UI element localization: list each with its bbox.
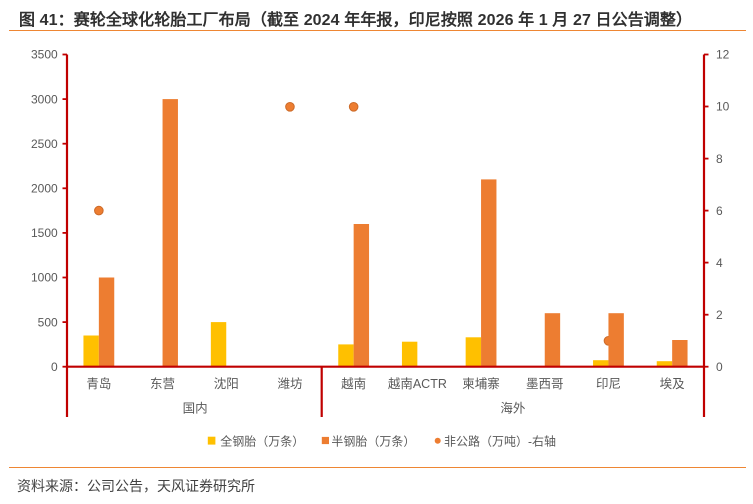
svg-text:埃及: 埃及: [660, 377, 686, 391]
svg-text:8: 8: [716, 152, 723, 166]
svg-text:印尼: 印尼: [596, 377, 621, 391]
svg-text:青岛: 青岛: [86, 376, 111, 391]
svg-text:墨西哥: 墨西哥: [526, 377, 564, 391]
svg-text:3500: 3500: [31, 48, 58, 62]
svg-text:4: 4: [716, 256, 723, 270]
svg-text:非公路（万吨）-右轴: 非公路（万吨）-右轴: [444, 433, 556, 448]
svg-text:3000: 3000: [31, 92, 58, 106]
svg-text:海外: 海外: [500, 400, 526, 415]
svg-text:0: 0: [51, 360, 58, 374]
svg-text:柬埔寨: 柬埔寨: [462, 376, 500, 391]
svg-text:越南: 越南: [341, 376, 366, 391]
svg-text:2000: 2000: [31, 182, 58, 196]
svg-text:东营: 东营: [150, 377, 175, 391]
svg-text:12: 12: [716, 48, 730, 62]
svg-text:潍坊: 潍坊: [277, 376, 302, 391]
svg-text:全钢胎（万条）: 全钢胎（万条）: [220, 433, 304, 448]
svg-text:1000: 1000: [31, 271, 58, 285]
svg-text:2500: 2500: [31, 137, 58, 151]
svg-text:0: 0: [716, 360, 723, 374]
svg-text:1500: 1500: [31, 226, 58, 240]
svg-text:10: 10: [716, 100, 730, 114]
svg-text:6: 6: [716, 204, 723, 218]
svg-text:沈阳: 沈阳: [214, 376, 239, 391]
svg-text:国内: 国内: [183, 401, 208, 415]
svg-text:2: 2: [716, 308, 723, 322]
svg-text:500: 500: [38, 315, 58, 329]
svg-text:越南ACTR: 越南ACTR: [388, 376, 447, 391]
svg-text:半钢胎（万条）: 半钢胎（万条）: [331, 434, 415, 448]
